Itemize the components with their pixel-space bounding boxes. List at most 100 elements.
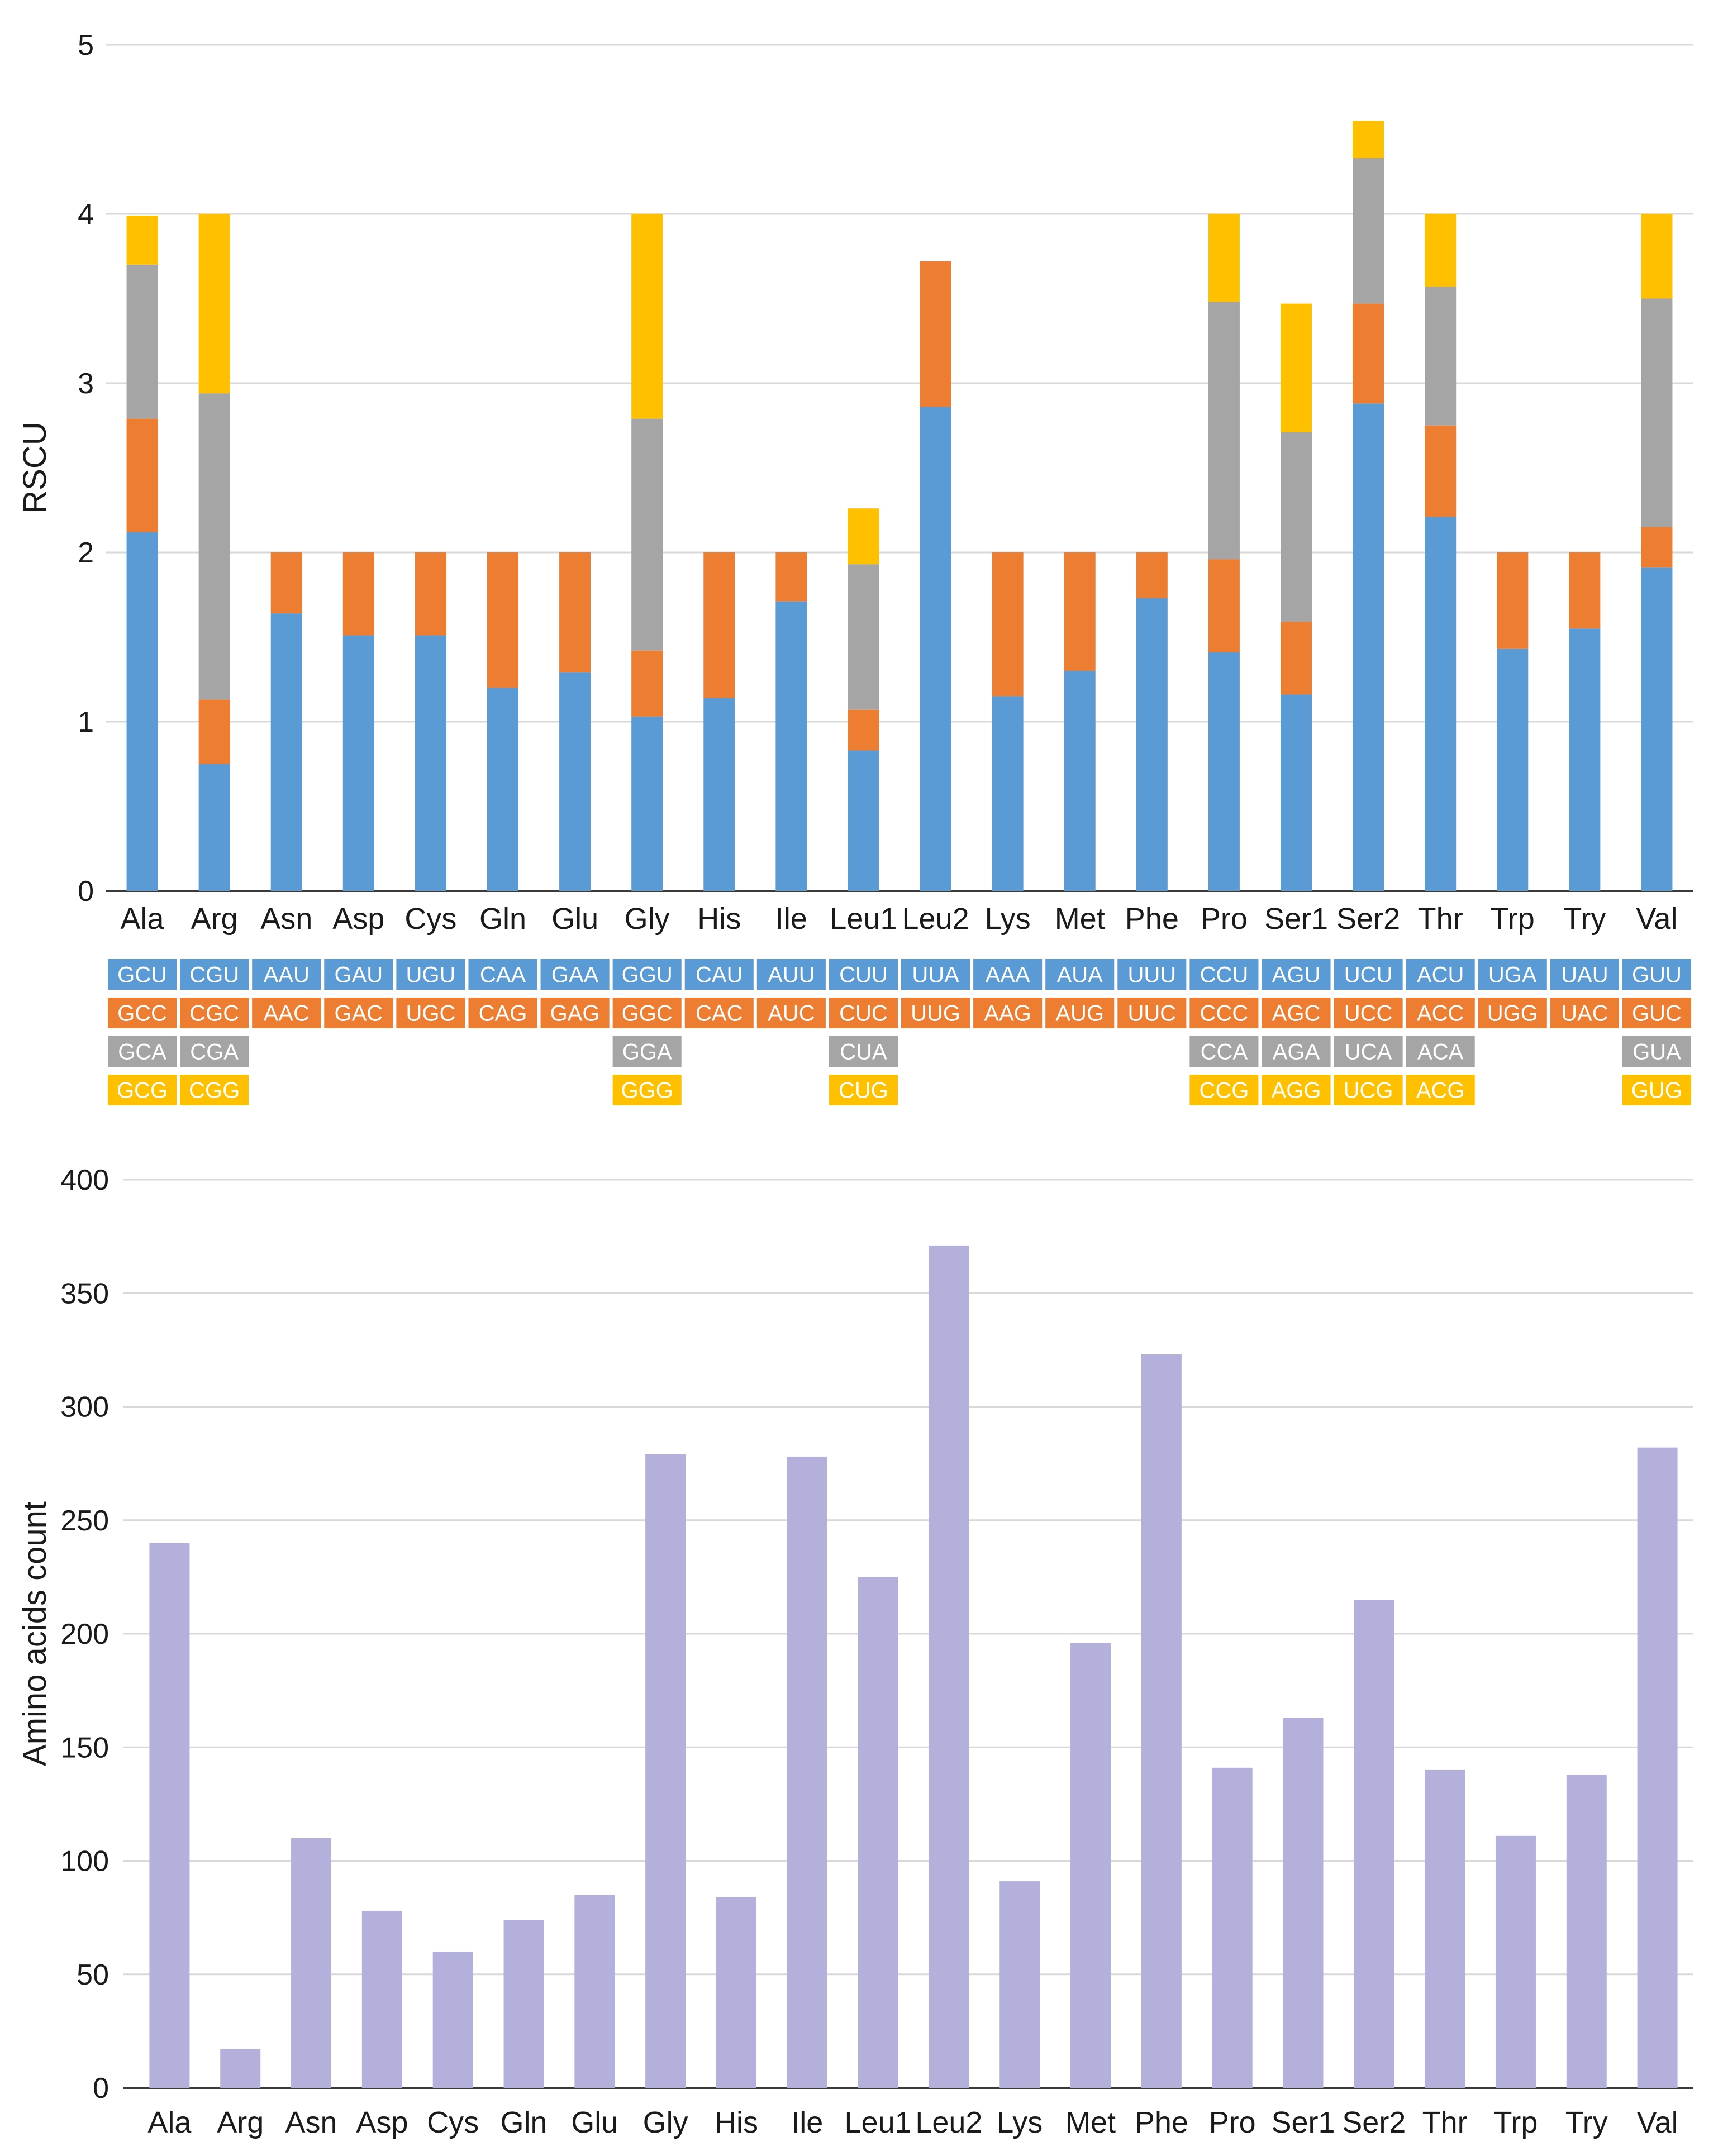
rscu-bar-ser2-codon1 <box>1353 403 1384 891</box>
x-tick-label: Leu2 <box>915 2106 982 2139</box>
x-tick-label: Arg <box>217 2106 264 2139</box>
rscu-bar-leu2-codon2 <box>920 261 951 407</box>
codon-cell <box>612 998 682 1028</box>
x-tick-label: Trp <box>1493 2106 1538 2139</box>
codon-cell <box>540 998 610 1028</box>
rscu-bar-cys-codon2 <box>415 552 446 636</box>
y-tick-label: 50 <box>77 1959 109 1991</box>
codon-label: GUG <box>1631 1079 1682 1103</box>
rscu-bar-glu-codon2 <box>559 552 591 673</box>
codon-cell <box>1334 998 1403 1028</box>
codon-cell <box>540 959 610 990</box>
y-axis-label: Amino acids count <box>17 1501 53 1766</box>
codon-cell <box>901 998 970 1028</box>
codon-cell <box>1478 998 1547 1028</box>
codon-cell <box>252 998 321 1028</box>
codon-cell <box>180 1075 249 1105</box>
codon-label: CAA <box>480 963 526 988</box>
codon-label: CUG <box>839 1079 888 1103</box>
rscu-bar-thr-codon4 <box>1425 214 1457 287</box>
rscu-bar-lys-codon1 <box>992 696 1024 891</box>
codon-table: GCU GCC GCA GCG CGU CGC CGA CGG AAU AAC GAU GAC UGU U… <box>108 959 1691 1105</box>
rscu-bar-leu1-codon1 <box>848 750 879 891</box>
x-tick-label: Ile <box>791 2106 823 2139</box>
codon-label: AAC <box>264 1001 310 1026</box>
codon-cell <box>108 998 177 1028</box>
rscu-bar-his-codon2 <box>703 552 735 698</box>
count-bar-met <box>1070 1643 1111 2088</box>
rscu-bar-thr-codon1 <box>1425 517 1457 891</box>
rscu-bar-gly-codon4 <box>631 214 663 419</box>
x-tick-label: Try <box>1563 902 1606 936</box>
codon-label: GGG <box>621 1079 673 1103</box>
codon-label: CUU <box>839 963 888 988</box>
codon-label: GAG <box>550 1001 600 1026</box>
codon-label: UGC <box>406 1001 455 1026</box>
rscu-bar-glu-codon1 <box>559 672 591 891</box>
x-tick-label: Leu1 <box>830 902 897 936</box>
x-tick-label: Gly <box>643 2106 688 2139</box>
codon-label: UUC <box>1127 1001 1176 1026</box>
codon-label: GCU <box>117 963 167 988</box>
count-bar-arg <box>220 2049 261 2088</box>
codon-cell <box>829 959 898 990</box>
rscu-bar-try-codon1 <box>1569 628 1601 891</box>
rscu-bar-arg-codon1 <box>198 764 230 891</box>
count-bar-asn <box>291 1838 332 2088</box>
rscu-bar-met-codon1 <box>1064 671 1096 891</box>
x-tick-label: Ser2 <box>1336 902 1400 936</box>
rscu-bar-arg-codon2 <box>198 699 230 764</box>
codon-label: AAG <box>984 1001 1031 1026</box>
codon-label: AGA <box>1273 1040 1320 1065</box>
rscu-bar-ser1-codon3 <box>1281 432 1312 622</box>
rscu-bar-ser1-codon2 <box>1281 622 1312 695</box>
codon-cell <box>1550 998 1619 1028</box>
rscu-bar-cys-codon1 <box>415 635 446 891</box>
codon-label: GUA <box>1632 1040 1681 1065</box>
rscu-bar-gly-codon3 <box>631 418 663 651</box>
count-bar-ile <box>787 1456 827 2088</box>
codon-label: GGU <box>622 963 673 988</box>
y-tick-label: 5 <box>78 29 94 61</box>
codon-cell <box>1262 959 1331 990</box>
codon-label: UCU <box>1344 963 1393 988</box>
rscu-bar-met-codon2 <box>1064 552 1096 671</box>
codon-cell <box>612 1036 682 1067</box>
codon-label: CAC <box>696 1001 742 1026</box>
codon-cell <box>1622 1075 1691 1105</box>
codon-label: AUA <box>1057 963 1103 988</box>
x-tick-label: Ser1 <box>1264 902 1328 936</box>
x-tick-label: Cys <box>404 902 456 936</box>
codon-cell <box>1262 998 1331 1028</box>
codon-cell <box>684 959 754 990</box>
codon-cell <box>1334 959 1403 990</box>
x-tick-label: Phe <box>1125 902 1179 936</box>
y-tick-label: 3 <box>78 368 94 400</box>
codon-cell <box>1406 959 1475 990</box>
rscu-bar-phe-codon2 <box>1136 552 1168 598</box>
count-bar-leu2 <box>929 1245 969 2088</box>
x-tick-label: Asp <box>332 902 384 936</box>
rscu-bar-val-codon4 <box>1641 214 1673 299</box>
x-tick-label: Asn <box>285 2106 337 2139</box>
count-bar-ala <box>149 1543 190 2088</box>
rscu-bar-thr-codon2 <box>1425 425 1457 517</box>
x-tick-label: Thr <box>1422 2106 1468 2139</box>
codon-cell <box>829 1075 898 1105</box>
rscu-bar-val-codon1 <box>1641 567 1673 891</box>
y-tick-label: 100 <box>60 1845 109 1878</box>
codon-label: AAU <box>264 963 310 988</box>
x-tick-label: Arg <box>191 902 238 936</box>
count-bar-asp <box>361 1910 402 2088</box>
codon-cell <box>1189 1036 1259 1067</box>
codon-label: GAC <box>334 1001 383 1026</box>
codon-label: UUU <box>1127 963 1176 988</box>
codon-label: CGA <box>190 1040 239 1065</box>
codon-label: CAG <box>479 1001 527 1026</box>
rscu-bar-ala-codon3 <box>126 264 158 419</box>
codon-label: AUG <box>1055 1001 1104 1026</box>
codon-cell <box>612 959 682 990</box>
x-tick-label: Gln <box>500 2106 547 2139</box>
codon-label: GAA <box>551 963 599 988</box>
codon-cell <box>108 1036 177 1067</box>
